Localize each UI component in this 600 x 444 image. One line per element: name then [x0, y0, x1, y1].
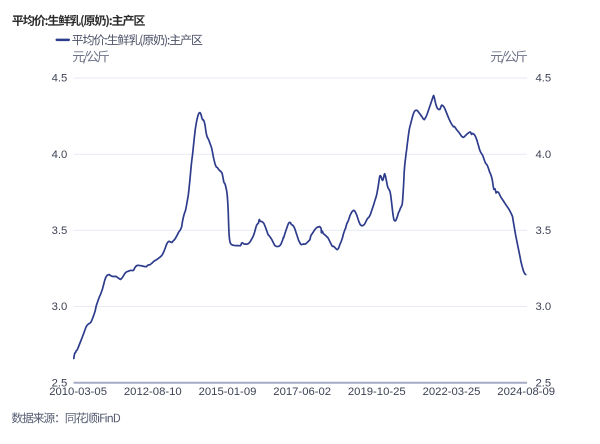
svg-text:2012-08-10: 2012-08-10 — [124, 386, 182, 398]
svg-text:3.5: 3.5 — [536, 225, 552, 237]
svg-text:3.0: 3.0 — [52, 301, 68, 313]
svg-text:2015-01-09: 2015-01-09 — [199, 386, 257, 398]
svg-text:3.0: 3.0 — [536, 301, 552, 313]
svg-text:2019-10-25: 2019-10-25 — [348, 386, 406, 398]
svg-text:2024-08-09: 2024-08-09 — [497, 386, 555, 398]
svg-text:3.5: 3.5 — [52, 225, 68, 237]
svg-text:2010-03-05: 2010-03-05 — [49, 386, 107, 398]
svg-text:4.5: 4.5 — [52, 73, 68, 85]
svg-text:2.5: 2.5 — [536, 377, 552, 389]
svg-text:4.0: 4.0 — [52, 149, 68, 161]
svg-text:4.5: 4.5 — [536, 73, 552, 85]
svg-text:2022-03-25: 2022-03-25 — [423, 386, 481, 398]
svg-text:2.5: 2.5 — [52, 377, 68, 389]
svg-text:2017-06-02: 2017-06-02 — [273, 386, 331, 398]
svg-text:4.0: 4.0 — [536, 149, 552, 161]
